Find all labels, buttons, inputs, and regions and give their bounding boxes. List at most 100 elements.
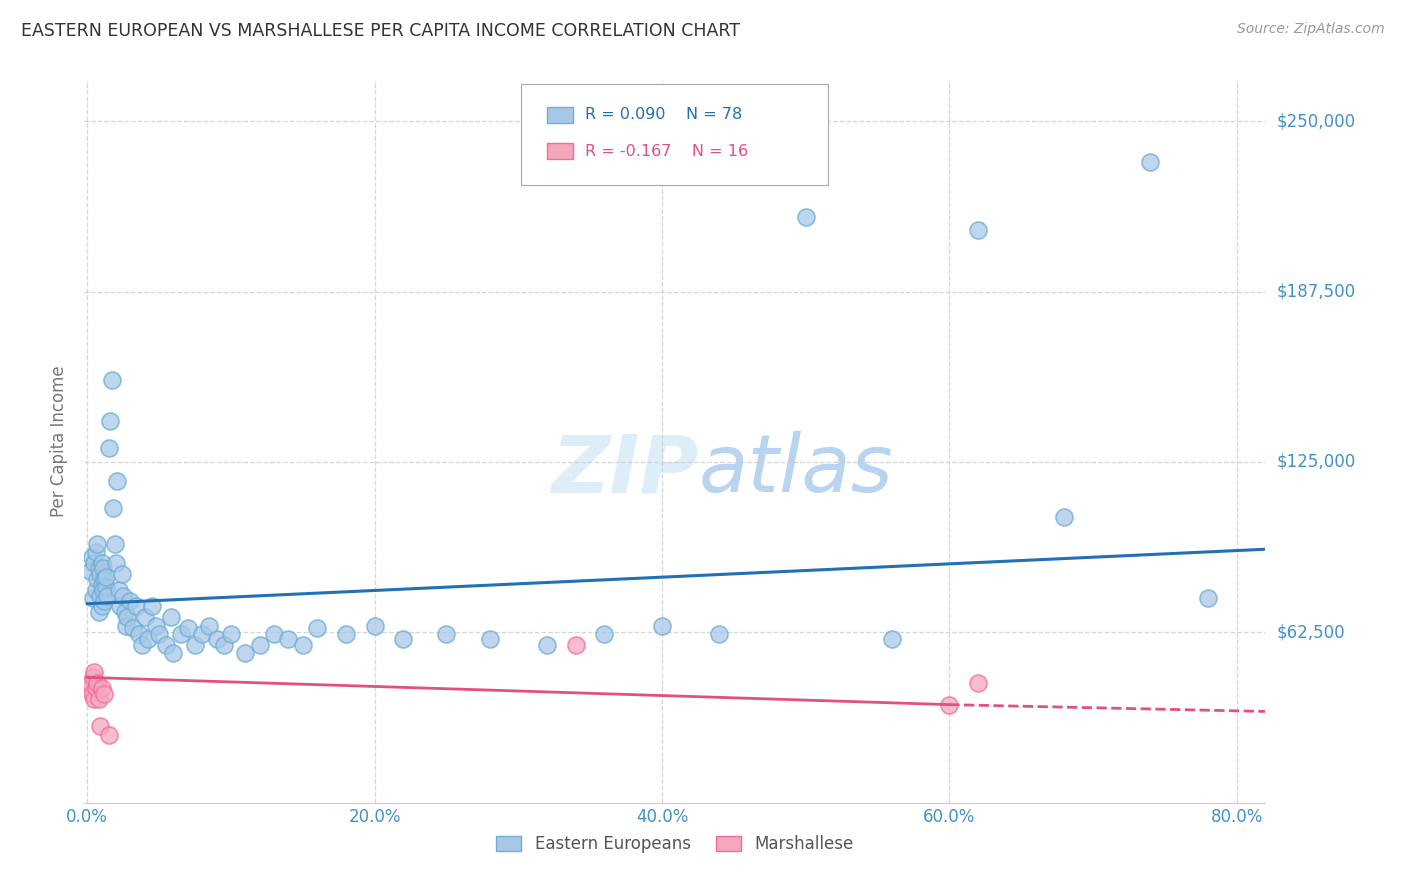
Point	[593, 626, 616, 640]
Point	[967, 676, 990, 690]
Point	[125, 599, 148, 614]
Text: Source: ZipAtlas.com: Source: ZipAtlas.com	[1237, 22, 1385, 37]
Point	[103, 537, 125, 551]
Point	[79, 676, 101, 690]
Point	[177, 621, 200, 635]
Point	[363, 618, 385, 632]
Point	[478, 632, 501, 647]
Point	[80, 687, 103, 701]
Point	[84, 545, 107, 559]
Point	[82, 591, 104, 606]
Point	[134, 610, 156, 624]
Point	[307, 621, 329, 635]
FancyBboxPatch shape	[522, 84, 828, 185]
Point	[87, 692, 110, 706]
Point	[436, 626, 458, 640]
Point	[212, 638, 235, 652]
Text: atlas: atlas	[699, 432, 893, 509]
Point	[114, 605, 136, 619]
Point	[101, 501, 124, 516]
Point	[205, 632, 228, 647]
Text: $250,000: $250,000	[1277, 112, 1355, 130]
Point	[120, 594, 142, 608]
Point	[86, 572, 108, 586]
Point	[1053, 509, 1076, 524]
Point	[291, 638, 314, 652]
Point	[90, 681, 112, 696]
Point	[89, 566, 111, 581]
Point	[263, 626, 285, 640]
Point	[94, 569, 117, 583]
Point	[117, 610, 139, 624]
Point	[97, 442, 120, 456]
Point	[86, 676, 108, 690]
Y-axis label: Per Capita Income: Per Capita Income	[51, 366, 69, 517]
Point	[90, 599, 112, 614]
Point	[536, 638, 558, 652]
Point	[709, 626, 731, 640]
Text: R = 0.090    N = 78: R = 0.090 N = 78	[585, 107, 742, 122]
Point	[96, 589, 118, 603]
Point	[93, 572, 115, 586]
Point	[89, 589, 111, 603]
Point	[91, 561, 114, 575]
Point	[136, 632, 159, 647]
Point	[794, 210, 817, 224]
Point	[104, 556, 127, 570]
Point	[84, 681, 107, 696]
Point	[115, 618, 138, 632]
Point	[335, 626, 357, 640]
Point	[83, 665, 105, 679]
Point	[93, 594, 115, 608]
Point	[564, 638, 586, 652]
Point	[159, 610, 181, 624]
Point	[111, 566, 134, 581]
Point	[79, 564, 101, 578]
FancyBboxPatch shape	[547, 107, 574, 123]
Point	[83, 692, 105, 706]
Point	[83, 556, 105, 570]
Point	[191, 626, 214, 640]
Point	[108, 583, 131, 598]
Point	[219, 626, 242, 640]
Point	[82, 670, 104, 684]
Point	[90, 556, 112, 570]
Point	[233, 646, 256, 660]
Text: EASTERN EUROPEAN VS MARSHALLESE PER CAPITA INCOME CORRELATION CHART: EASTERN EUROPEAN VS MARSHALLESE PER CAPI…	[21, 22, 740, 40]
Point	[89, 719, 111, 733]
Point	[87, 605, 110, 619]
Legend: Eastern Europeans, Marshallese: Eastern Europeans, Marshallese	[489, 828, 860, 860]
Point	[1139, 155, 1161, 169]
Text: ZIP: ZIP	[551, 432, 699, 509]
FancyBboxPatch shape	[547, 143, 574, 159]
Point	[77, 681, 100, 696]
Point	[184, 638, 207, 652]
Point	[131, 638, 153, 652]
Point	[162, 646, 184, 660]
Text: R = -0.167    N = 16: R = -0.167 N = 16	[585, 144, 748, 159]
Text: $187,500: $187,500	[1277, 283, 1355, 301]
Point	[97, 728, 120, 742]
Point	[155, 638, 177, 652]
Point	[128, 626, 150, 640]
Point	[145, 618, 167, 632]
Point	[122, 621, 145, 635]
Point	[86, 537, 108, 551]
Point	[91, 583, 114, 598]
Text: $125,000: $125,000	[1277, 453, 1355, 471]
Point	[169, 626, 191, 640]
Point	[198, 618, 221, 632]
Point	[967, 223, 990, 237]
Point	[277, 632, 299, 647]
Point	[110, 599, 132, 614]
Point	[93, 687, 115, 701]
Point	[249, 638, 271, 652]
Point	[98, 414, 121, 428]
Point	[938, 698, 960, 712]
Point	[107, 474, 129, 488]
Point	[87, 561, 110, 575]
Point	[880, 632, 903, 647]
Point	[94, 581, 117, 595]
Point	[651, 618, 673, 632]
Point	[141, 599, 163, 614]
